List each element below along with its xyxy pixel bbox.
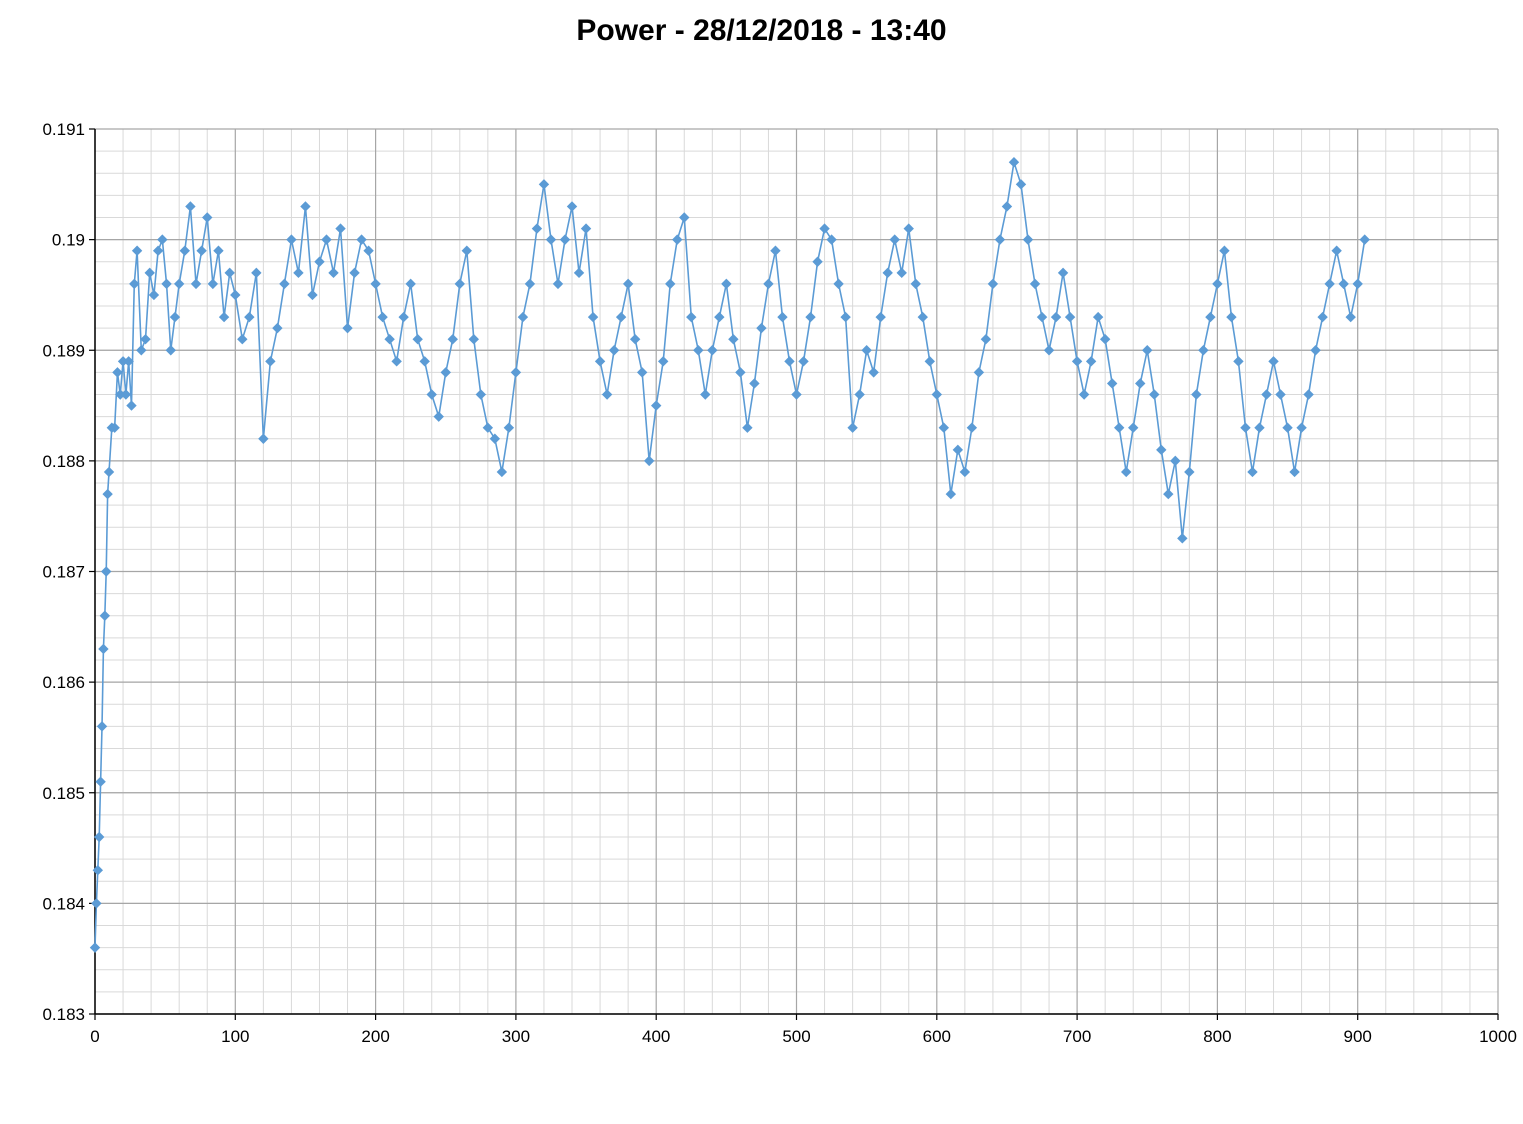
x-tick-label: 300 bbox=[502, 1027, 530, 1046]
chart-svg[interactable]: 0 100 200 300 400 500 600 700 800 900 1000 0.183 0.1… bbox=[0, 114, 1523, 1124]
plot-area: Power(W) Seconds (s) 0100200300400500600… bbox=[0, 54, 1523, 1054]
chart-container: Power - 28/12/2018 - 13:40 Power(W) Seco… bbox=[0, 0, 1523, 1094]
x-tick-label: 500 bbox=[782, 1027, 810, 1046]
y-tick-label: 0.188 bbox=[42, 452, 85, 471]
x-tick-label: 100 bbox=[221, 1027, 249, 1046]
y-tick-label: 0.191 bbox=[42, 120, 85, 139]
x-tick-label: 0 bbox=[90, 1027, 99, 1046]
x-tick-label: 900 bbox=[1344, 1027, 1372, 1046]
y-tick-label: 0.184 bbox=[42, 894, 85, 913]
chart-background bbox=[0, 114, 1523, 1124]
chart-title: Power - 28/12/2018 - 13:40 bbox=[0, 0, 1523, 54]
y-tick-label: 0.183 bbox=[42, 1005, 85, 1024]
x-tick-label: 800 bbox=[1203, 1027, 1231, 1046]
x-tick-label: 200 bbox=[361, 1027, 389, 1046]
y-tick-label: 0.189 bbox=[42, 341, 85, 360]
x-tick-label: 700 bbox=[1063, 1027, 1091, 1046]
x-tick-label: 600 bbox=[923, 1027, 951, 1046]
y-tick-label: 0.19 bbox=[52, 231, 85, 250]
x-tick-label: 400 bbox=[642, 1027, 670, 1046]
x-tick-label: 1000 bbox=[1479, 1027, 1517, 1046]
y-tick-label: 0.186 bbox=[42, 673, 85, 692]
y-tick-label: 0.187 bbox=[42, 563, 85, 582]
y-tick-label: 0.185 bbox=[42, 784, 85, 803]
